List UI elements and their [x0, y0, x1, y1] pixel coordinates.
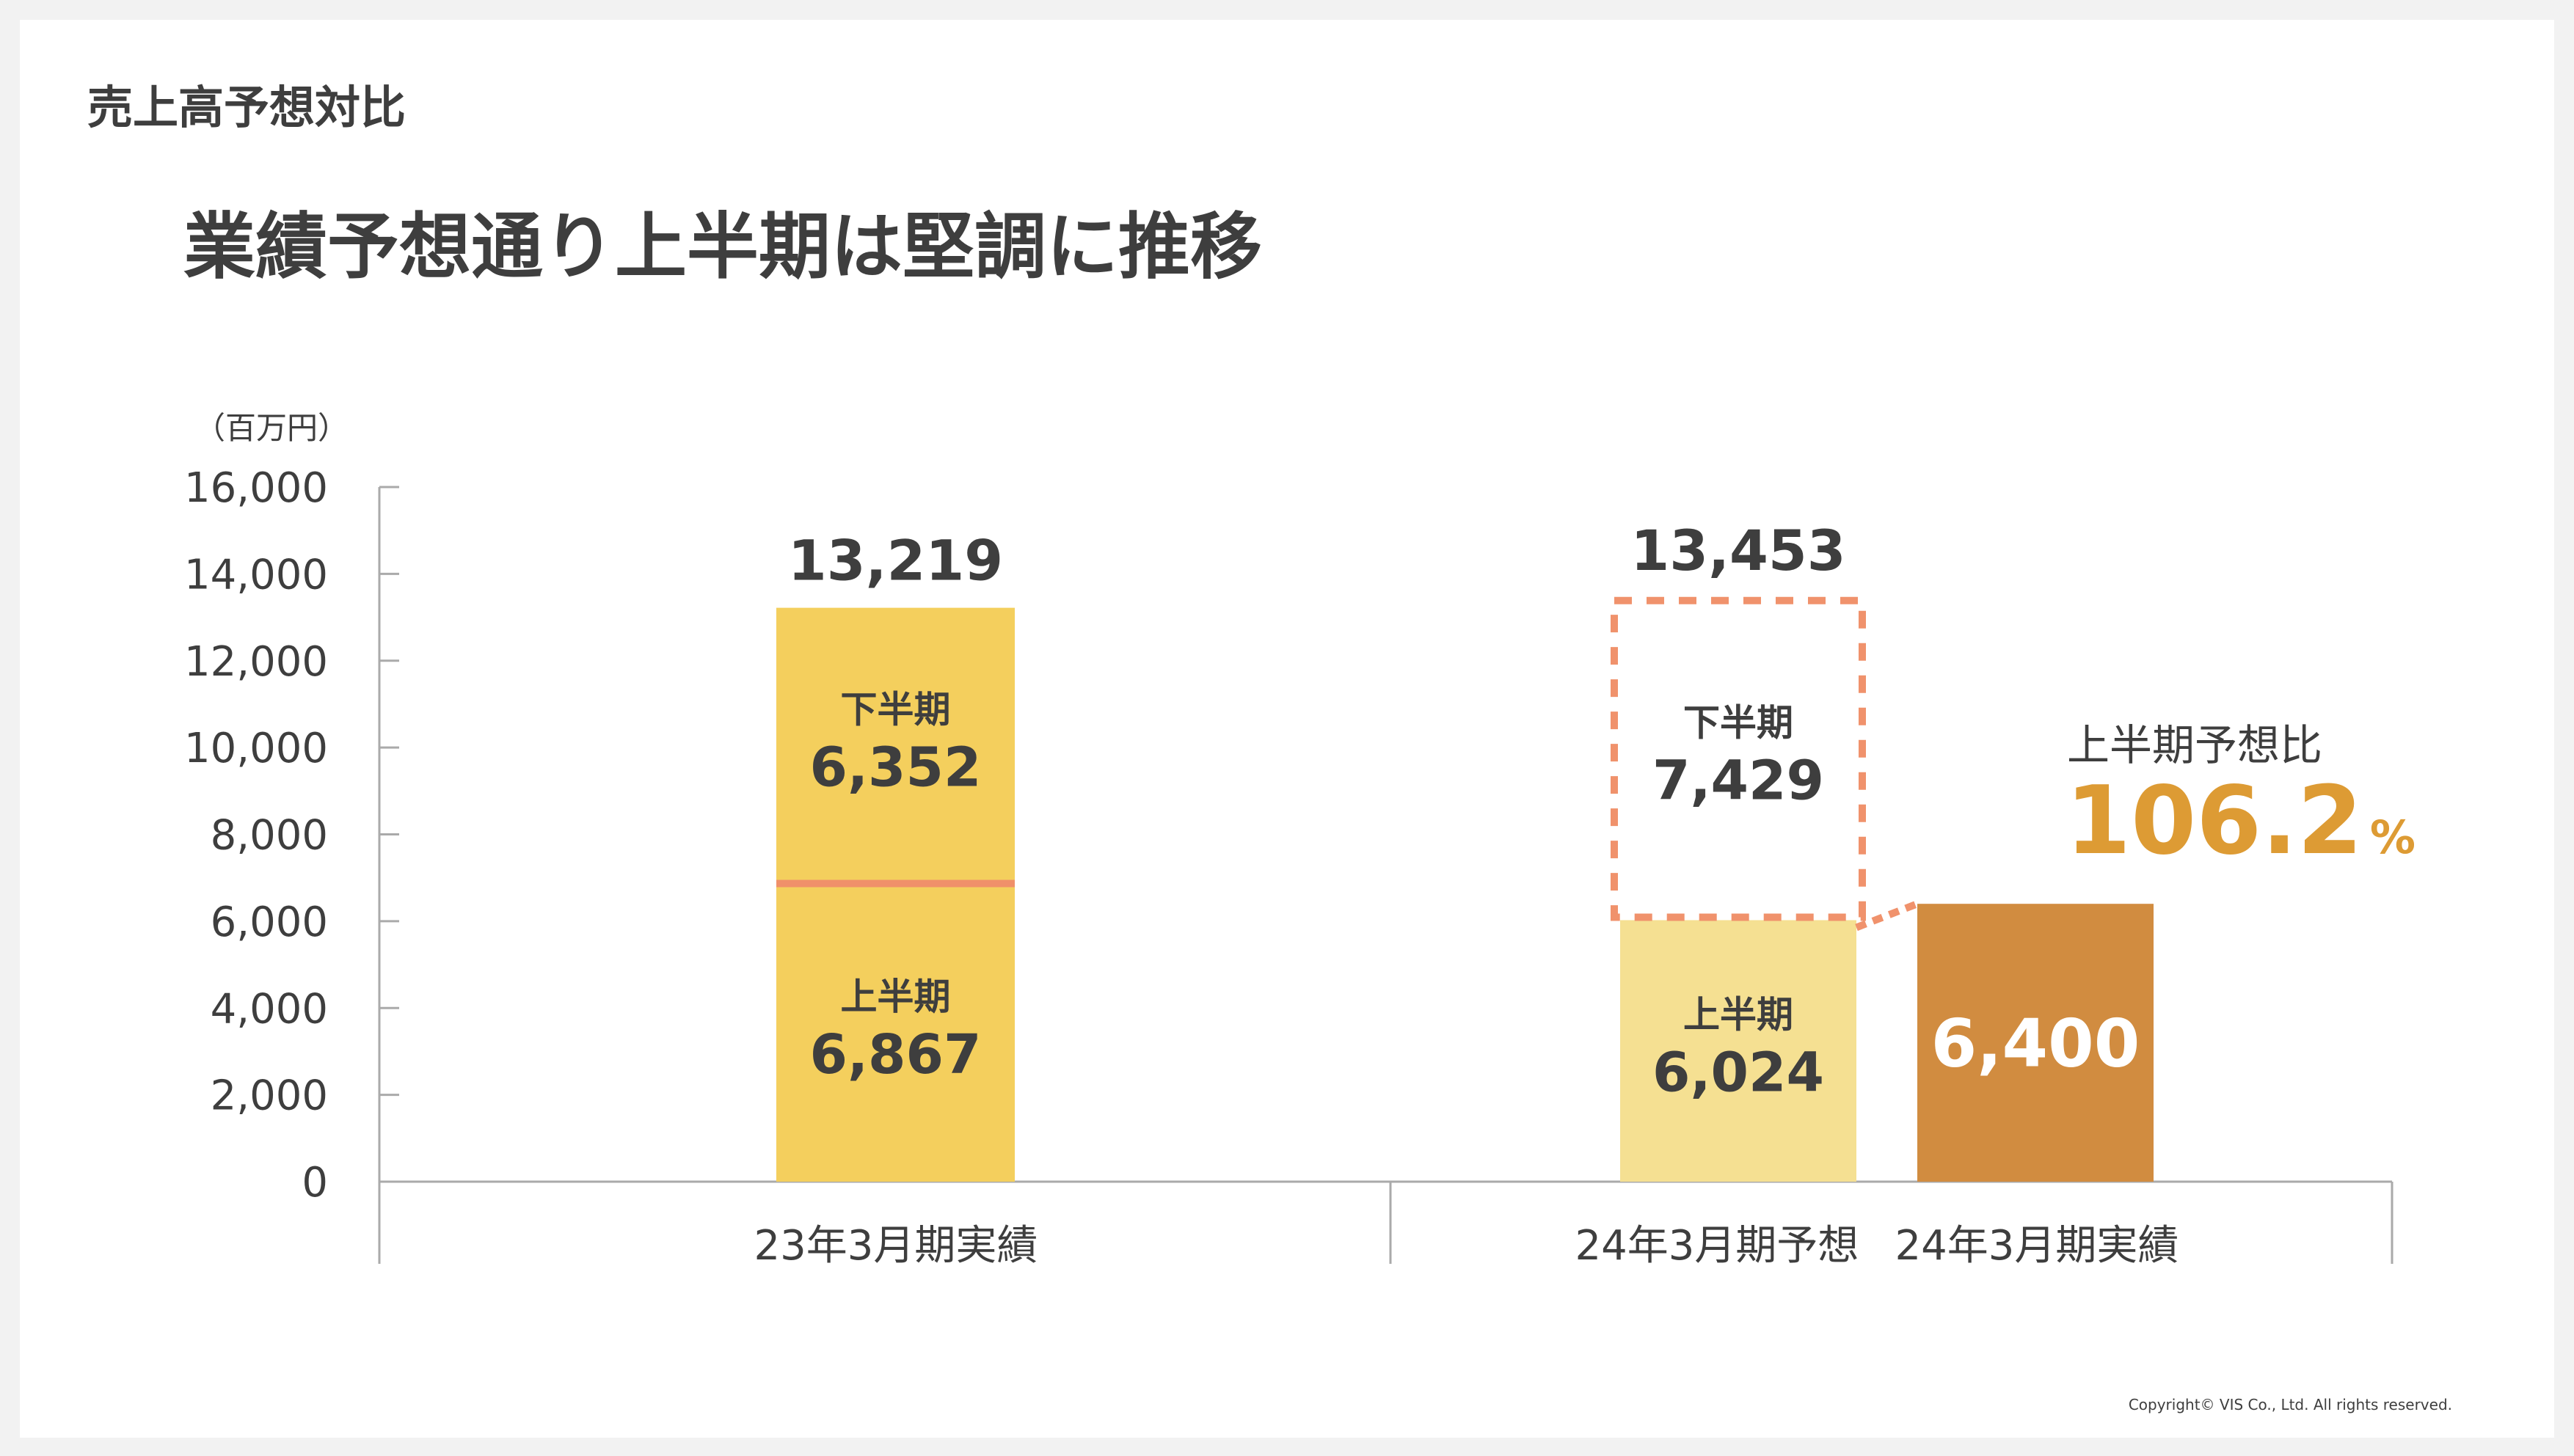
annotation-unit: %: [2370, 811, 2416, 864]
axes: 0 2,000 4,000 6,000 8,000 10,000 12,000 14,000 1…: [184, 464, 2393, 1264]
annotation-number: 106.2: [2066, 767, 2363, 876]
annotation-value: 106.2%: [2066, 767, 2416, 876]
segment-value: 6,867: [809, 1023, 981, 1086]
section-label: 売上高予想対比: [87, 81, 406, 134]
copyright: Copyright© VIS Co., Ltd. All rights rese…: [2129, 1396, 2452, 1413]
segment-value: 7,429: [1652, 750, 1824, 813]
slide-card: [20, 20, 2554, 1438]
headline: 業績予想通り上半期は堅調に推移: [183, 205, 1262, 289]
y-tick-label: 0: [302, 1159, 328, 1207]
segment-name: 上半期: [841, 976, 951, 1018]
y-tick-label: 14,000: [184, 551, 328, 599]
segment-name: 下半期: [841, 689, 951, 731]
y-tick-label: 4,000: [211, 985, 328, 1033]
y-tick-label: 8,000: [211, 812, 328, 860]
segment-value: 6,352: [809, 736, 981, 800]
bars: [776, 596, 2154, 1182]
bar-segment-forecast-outline: [1611, 596, 1866, 921]
segment-name: 下半期: [1683, 702, 1793, 745]
y-tick-label: 10,000: [184, 725, 328, 772]
x-category-label: 24年3月期実績: [1895, 1222, 2179, 1270]
bar-segment: [1917, 904, 2154, 1182]
x-category-label: 24年3月期予想: [1575, 1222, 1859, 1270]
bar-segment: [776, 883, 1015, 1182]
y-tick-label: 16,000: [184, 464, 328, 512]
y-tick-label: 12,000: [184, 638, 328, 686]
labels: 23年3月期実績 24年3月期予想 24年3月期実績 上半期 6,867 下半期 6,352…: [754, 518, 2179, 1270]
bar-segment: [776, 607, 1015, 884]
bar-segment: [1620, 920, 1856, 1182]
y-tick-label: 6,000: [211, 899, 328, 946]
segment-value: 6,024: [1652, 1042, 1824, 1105]
annotation-label: 上半期予想比: [2067, 720, 2322, 770]
y-tick-label: 2,000: [211, 1072, 328, 1120]
comparison-connector: [1855, 900, 1919, 932]
unit-label: （百万円）: [194, 410, 349, 446]
bar-total-label: 13,219: [788, 528, 1003, 593]
bar-total-label: 13,453: [1630, 518, 1845, 583]
x-category-label: 23年3月期実績: [754, 1222, 1038, 1270]
segment-name: 上半期: [1683, 994, 1793, 1036]
segment-value: 6,400: [1931, 1006, 2140, 1083]
